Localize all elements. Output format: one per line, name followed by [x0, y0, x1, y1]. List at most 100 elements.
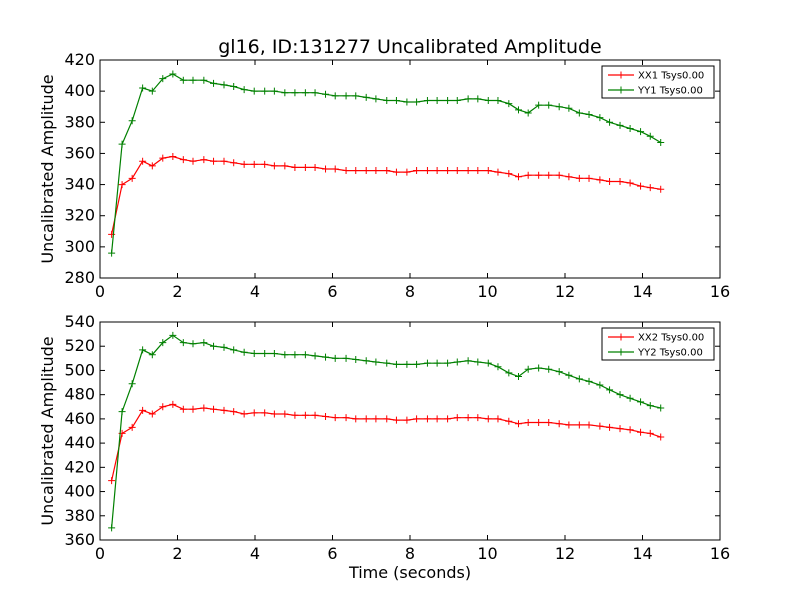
data-point-marker: [626, 394, 634, 402]
data-point-marker: [118, 140, 126, 148]
y-tick-label: 480: [64, 385, 95, 404]
y-tick-label: 460: [64, 409, 95, 428]
x-tick-label: 10: [477, 544, 497, 563]
data-point-marker: [291, 163, 299, 171]
data-point-marker: [352, 415, 360, 423]
data-point-marker: [139, 84, 147, 92]
data-point-marker: [565, 104, 573, 112]
data-point-marker: [484, 167, 492, 175]
x-tick-label: 14: [632, 544, 652, 563]
data-point-marker: [362, 415, 370, 423]
y-tick-label: 540: [64, 312, 95, 331]
data-point-marker: [240, 410, 248, 418]
x-tick-label: 12: [555, 282, 575, 301]
data-point-marker: [494, 363, 502, 371]
data-point-marker: [535, 101, 543, 109]
data-point-marker: [322, 412, 330, 420]
data-point-marker: [270, 162, 278, 170]
x-axis-title: Time (seconds): [348, 563, 471, 582]
data-point-marker: [524, 419, 532, 427]
data-point-marker: [128, 380, 136, 388]
x-tick-label: 4: [250, 544, 260, 563]
data-point-marker: [159, 75, 167, 83]
data-point-marker: [352, 167, 360, 175]
legend-swatch-marker: [617, 348, 625, 356]
data-point-marker: [433, 359, 441, 367]
y-tick-label: 440: [64, 433, 95, 452]
y-tick-label: 400: [64, 482, 95, 501]
data-point-marker: [220, 406, 228, 414]
data-point-marker: [352, 92, 360, 100]
data-point-marker: [515, 420, 522, 428]
data-point-marker: [637, 428, 645, 436]
data-point-marker: [484, 359, 492, 367]
data-point-marker: [585, 111, 593, 118]
data-point-marker: [281, 351, 289, 359]
data-point-marker: [200, 339, 208, 347]
data-point-marker: [220, 157, 228, 165]
data-point-marker: [230, 159, 238, 167]
data-point-marker: [372, 95, 380, 103]
data-point-marker: [189, 157, 197, 165]
data-point-marker: [210, 405, 218, 413]
data-point-marker: [575, 109, 583, 117]
data-point-marker: [403, 168, 411, 176]
data-point-marker: [383, 167, 391, 175]
data-point-marker: [392, 96, 400, 104]
data-point-marker: [250, 87, 258, 95]
y-tick-label: 320: [64, 206, 95, 225]
data-point-marker: [596, 114, 604, 122]
data-point-marker: [464, 414, 472, 422]
data-point-marker: [301, 351, 309, 359]
data-point-marker: [585, 421, 593, 429]
y-tick-label: 520: [64, 336, 95, 355]
data-point-marker: [403, 360, 411, 368]
data-point-marker: [403, 98, 411, 106]
data-point-marker: [392, 416, 400, 424]
data-point-marker: [169, 400, 177, 408]
data-point-marker: [585, 174, 593, 182]
data-point-marker: [210, 342, 218, 350]
data-point-marker: [311, 352, 319, 360]
data-point-marker: [444, 167, 452, 175]
data-point-marker: [515, 173, 522, 181]
data-point-marker: [230, 82, 238, 90]
data-point-marker: [646, 402, 654, 410]
data-point-marker: [585, 377, 593, 385]
data-point-marker: [433, 96, 441, 104]
data-point-marker: [281, 89, 289, 97]
data-point-marker: [545, 101, 553, 109]
x-tick-label: 6: [327, 282, 337, 301]
data-point-marker: [423, 415, 431, 423]
data-point-marker: [200, 404, 208, 412]
data-point-marker: [159, 403, 167, 411]
data-point-marker: [331, 92, 339, 100]
data-point-marker: [200, 76, 208, 84]
data-point-marker: [524, 365, 532, 373]
y-tick-label: 500: [64, 360, 95, 379]
data-point-marker: [565, 371, 573, 379]
data-point-marker: [494, 96, 502, 104]
data-point-marker: [515, 373, 522, 380]
data-point-marker: [657, 185, 665, 193]
data-point-marker: [575, 375, 583, 383]
data-point-marker: [139, 406, 147, 414]
data-point-marker: [270, 349, 278, 357]
data-point-marker: [261, 409, 269, 417]
data-point-marker: [505, 100, 513, 108]
data-point-marker: [148, 162, 156, 170]
data-point-marker: [118, 408, 126, 416]
data-point-marker: [311, 89, 319, 97]
data-point-marker: [474, 414, 482, 422]
data-point-marker: [484, 96, 492, 104]
y-axis-title: Uncalibrated Amplitude: [38, 336, 57, 525]
data-point-marker: [352, 356, 360, 364]
data-point-marker: [555, 420, 563, 428]
data-point-marker: [413, 415, 421, 423]
data-point-marker: [220, 81, 228, 89]
plot-bottom: 0 2 4 6 8 10 12 14 16 360 380 400 420 440 460 480 500 520…: [38, 312, 730, 563]
data-point-marker: [311, 163, 319, 171]
data-point-marker: [453, 167, 461, 175]
